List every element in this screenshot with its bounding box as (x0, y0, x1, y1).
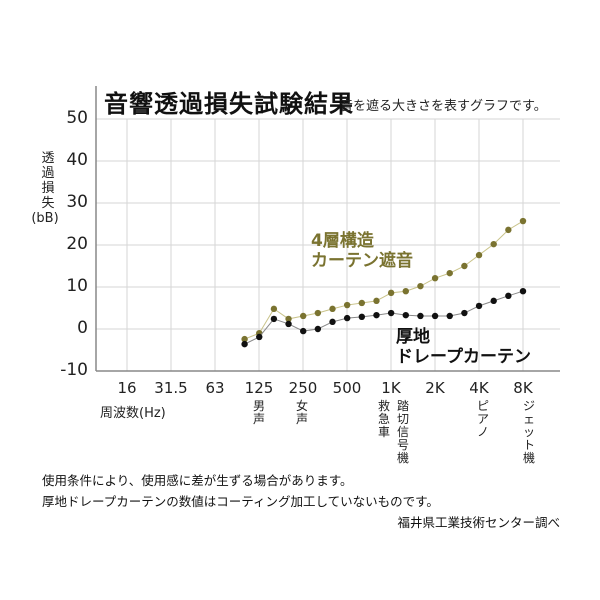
xtick-500: 500 (332, 379, 362, 397)
data-point (358, 299, 366, 307)
chart-title: 音響透過損失試験結果 (104, 90, 354, 118)
ylabel-char: 過 (41, 166, 55, 181)
data-point (314, 309, 322, 317)
data-point (285, 315, 292, 323)
annotation-ambulance: 救急車 (377, 399, 390, 439)
ytick-30: 30 (66, 192, 88, 212)
series-label-line: カーテン遮音 (311, 251, 413, 271)
annotation-jet: ジェット機 (522, 399, 535, 465)
data-point (461, 262, 468, 270)
xtick-16: 16 (117, 379, 137, 397)
note-coating: 厚地ドレープカーテンの数値はコーティング加工していないものです。 (42, 494, 439, 509)
series-label-drape: 厚地 ドレープカーテン (396, 327, 531, 367)
annotation-female-voice: 女声 (295, 399, 308, 426)
ylabel-char: 透 (41, 151, 55, 166)
xtick-2k: 2K (425, 379, 445, 397)
series-label-line: ドレープカーテン (396, 347, 531, 367)
y-axis-label: 透 過 損 失 (bB) (31, 151, 62, 226)
xtick-8k: 8K (513, 379, 533, 397)
data-point (519, 217, 527, 225)
data-point (387, 309, 395, 317)
xtick-63: 63 (205, 379, 225, 397)
series-label-four-layer: 4層構造 カーテン遮音 (311, 231, 413, 271)
ytick-10: 10 (66, 276, 88, 296)
xtick-250: 250 (288, 379, 318, 397)
data-point (490, 297, 497, 305)
ytick-20: 20 (66, 234, 88, 254)
data-point (402, 311, 409, 319)
ytick-50: 50 (66, 108, 88, 128)
data-point (505, 292, 512, 300)
data-point (343, 314, 351, 322)
x-axis-label: 周波数(Hz) (100, 406, 166, 421)
ylabel-unit: (bB) (31, 211, 59, 226)
annotation-railroad-crossing: 踏切信号機 (396, 399, 409, 465)
data-point (329, 318, 336, 326)
data-point (505, 226, 512, 234)
data-point (490, 240, 497, 248)
data-point (387, 289, 395, 297)
ylabel-char: 損 (41, 181, 55, 196)
data-point (431, 312, 439, 320)
data-point (402, 288, 409, 295)
data-point (358, 313, 366, 321)
data-point (461, 309, 468, 317)
data-point (373, 297, 380, 305)
chart-subtitle: 音を遮る大きさを表すグラフです。 (340, 99, 547, 114)
series-label-line: 厚地 (396, 327, 430, 347)
data-point (446, 312, 453, 320)
annotation-piano: ピアノ (476, 399, 489, 439)
data-point (431, 274, 439, 282)
source-credit: 福井県工業技術センター調べ (397, 515, 560, 530)
data-point (373, 311, 380, 319)
ytick-40: 40 (66, 150, 88, 170)
data-point (446, 269, 453, 277)
ytick-minus10: -10 (60, 360, 88, 380)
data-point (256, 333, 263, 341)
data-point (475, 251, 483, 259)
series-label-line: 4層構造 (311, 231, 374, 251)
note-usage: 使用条件により、使用感に差が生ずる場合があります。 (42, 473, 353, 488)
xtick-125: 125 (244, 379, 274, 397)
xtick-1k: 1K (381, 379, 401, 397)
data-point (241, 335, 248, 343)
data-point (417, 282, 424, 290)
data-point (343, 301, 351, 309)
data-point (417, 312, 424, 320)
ytick-0: 0 (77, 318, 88, 338)
xtick-4k: 4K (469, 379, 489, 397)
data-point (300, 327, 307, 335)
ylabel-char: 失 (41, 196, 55, 211)
data-point (475, 302, 483, 310)
annotation-male-voice: 男声 (252, 399, 265, 426)
xtick-31-5: 31.5 (154, 379, 188, 397)
data-point (300, 312, 307, 320)
data-point (329, 305, 336, 313)
data-point (241, 340, 248, 348)
data-point (314, 325, 322, 333)
data-point (270, 305, 278, 313)
data-point (519, 288, 527, 295)
data-point (270, 315, 278, 323)
data-point (285, 320, 292, 328)
